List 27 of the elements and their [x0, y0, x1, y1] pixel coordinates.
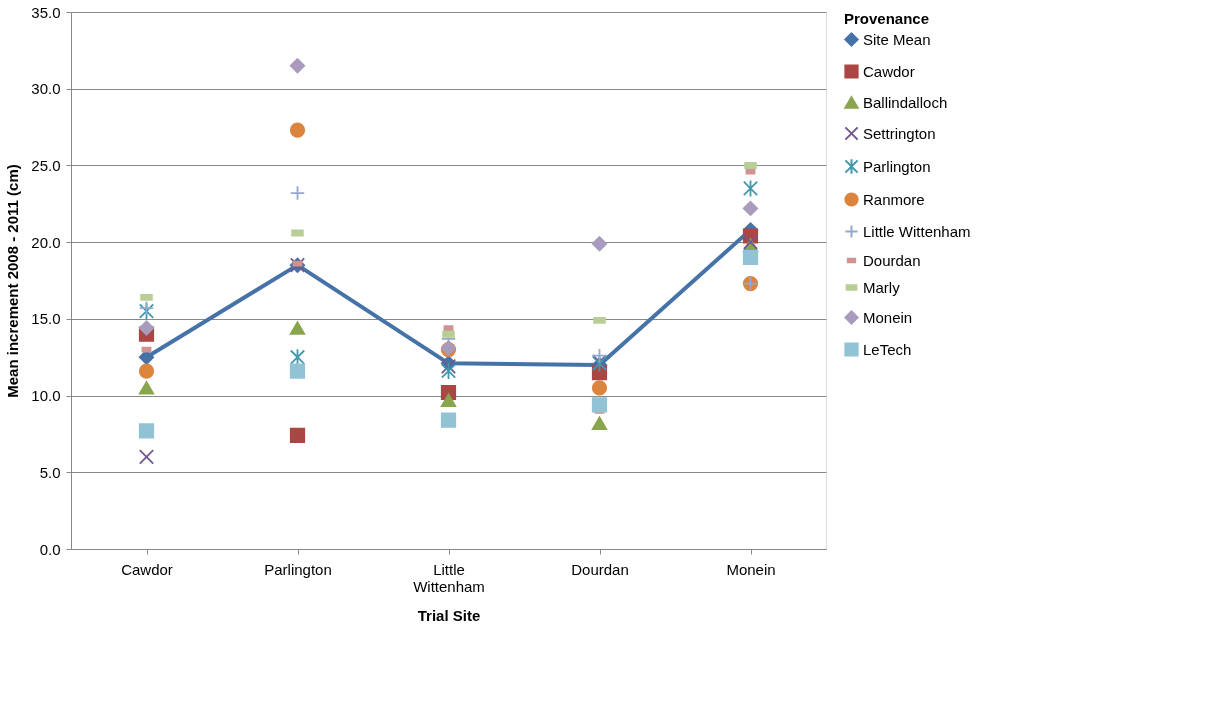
y-tick-label: 30.0 — [31, 80, 61, 98]
x-axis-title: Trial Site — [417, 606, 481, 624]
legend-label: Site Mean — [863, 30, 931, 48]
x-tick-label: Monein — [726, 560, 776, 578]
y-tick-label: 20.0 — [31, 233, 61, 251]
x-tick-label: Little Wittenham — [413, 560, 485, 595]
legend-label: Dourdan — [863, 251, 921, 269]
legend-label: Parlington — [863, 157, 931, 175]
x-tick-label: Cawdor — [121, 560, 173, 578]
legend-label: Cawdor — [863, 62, 915, 80]
legend-label: LeTech — [863, 340, 912, 358]
y-axis-title: Mean increment 2008 - 2011 (cm) — [4, 164, 22, 398]
legend-label: Little Wittenham — [863, 222, 971, 240]
legend-label: Settrington — [863, 124, 936, 142]
y-tick-label: 35.0 — [31, 3, 61, 21]
y-tick-label: 5.0 — [39, 463, 61, 481]
y-tick-label: 0.0 — [39, 540, 61, 558]
x-tick-label: Dourdan — [571, 560, 629, 578]
y-tick-label: 10.0 — [31, 387, 61, 405]
x-tick-label: Parlington — [264, 560, 332, 578]
legend-label: Ballindalloch — [863, 93, 948, 111]
y-tick-label: 25.0 — [31, 156, 61, 174]
legend-label: Ranmore — [863, 190, 925, 208]
legend-label: Marly — [863, 278, 901, 296]
y-tick-label: 15.0 — [31, 310, 61, 328]
legend-label: Monein — [863, 308, 913, 326]
legend-title: Provenance — [844, 10, 930, 27]
